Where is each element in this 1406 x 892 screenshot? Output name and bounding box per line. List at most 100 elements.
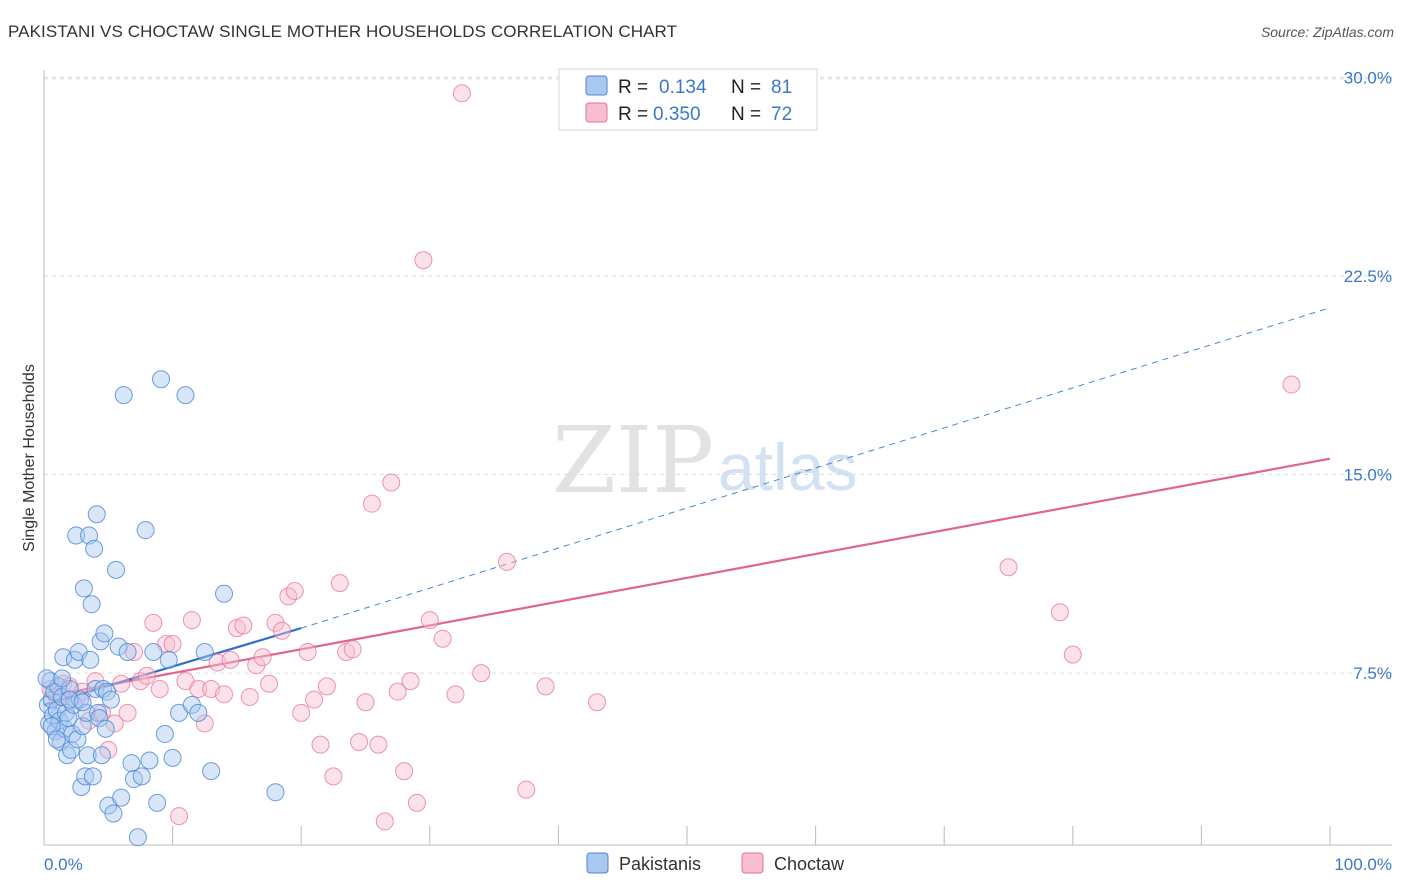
legend-n-label-pakistanis: N = (731, 77, 761, 98)
pakistanis-point-29 (76, 767, 95, 786)
y-tick-label-0: 7.5% (1353, 664, 1392, 683)
correlation-legend: R = 0.134 N = 81 R = 0.350 N = 72 (558, 68, 818, 131)
pakistanis-point-77 (53, 669, 72, 688)
choctaw-point-34 (260, 674, 279, 693)
choctaw-point-71 (1282, 375, 1301, 394)
pakistanis-point-79 (73, 693, 92, 712)
pakistanis-point-48 (101, 690, 120, 709)
choctaw-point-66 (536, 677, 555, 696)
pakistanis-point-45 (96, 719, 115, 738)
y-tick-label-2: 22.5% (1344, 267, 1392, 286)
pakistanis-point-52 (112, 788, 131, 807)
gridlines (44, 76, 1392, 674)
choctaw-point-49 (356, 693, 375, 712)
choctaw-point-70 (1063, 645, 1082, 664)
bottom-legend-label-pakistanis: Pakistanis (619, 854, 701, 874)
choctaw-point-68 (999, 558, 1018, 577)
choctaw-point-23 (189, 680, 208, 699)
choctaw-point-55 (395, 762, 414, 781)
choctaw-point-53 (382, 473, 401, 492)
choctaw-point-27 (215, 685, 234, 704)
pakistanis-point-71 (195, 642, 214, 661)
pakistanis-point-67 (170, 703, 189, 722)
legend-swatch-choctaw (585, 102, 608, 123)
pakistanis-point-34 (82, 595, 101, 614)
pakistanis-point-80 (266, 783, 285, 802)
pakistanis-point-55 (122, 754, 141, 773)
choctaw-point-58 (414, 251, 433, 270)
pakistanis-point-37 (86, 680, 105, 699)
pakistanis-point-32 (80, 526, 99, 545)
choctaw-point-20 (170, 807, 189, 826)
pakistanis-point-70 (189, 703, 208, 722)
pakistanis-point-44 (95, 624, 114, 643)
choctaw-point-31 (240, 687, 259, 706)
x-tick-label-min: 0.0% (44, 855, 83, 874)
choctaw-point-11 (112, 674, 131, 693)
choctaw-point-12 (118, 703, 137, 722)
choctaw-point-41 (305, 690, 324, 709)
y-axis-label: Single Mother Households (21, 364, 38, 552)
choctaw-point-36 (272, 621, 291, 640)
pakistanis-point-33 (81, 650, 100, 669)
legend-swatch-pakistanis (585, 75, 608, 96)
legend-r-value-pakistanis: 0.134 (659, 77, 707, 98)
choctaw-point-43 (317, 677, 336, 696)
pakistanis-point-74 (37, 669, 56, 688)
pakistanis-point-62 (148, 793, 167, 812)
y-tick-label-3: 30.0% (1344, 68, 1392, 87)
choctaw-point-40 (298, 642, 317, 661)
choctaw-point-50 (362, 494, 381, 513)
pakistanis-point-57 (128, 828, 147, 847)
pakistanis-point-23 (68, 730, 87, 749)
pakistanis-point-54 (118, 642, 137, 661)
legend-r-label-pakistanis: R = (618, 77, 648, 98)
choctaw-point-45 (330, 574, 349, 593)
choctaw-point-18 (157, 635, 176, 654)
pakistanis-point-64 (155, 725, 174, 744)
watermark-atlas: atlas (718, 430, 857, 504)
pakistanis-point-68 (176, 386, 195, 405)
legend-n-value-pakistanis: 81 (771, 77, 792, 98)
legend-r-label-choctaw: R = (618, 104, 648, 125)
choctaw-point-65 (517, 780, 536, 799)
choctaw-point-17 (150, 680, 169, 699)
x-tick-label-max: 100.0% (1334, 855, 1392, 874)
pakistanis-point-22 (67, 526, 86, 545)
watermark-zip: ZIP (552, 407, 714, 514)
pakistanis-point-36 (85, 539, 104, 558)
pakistanis-point-63 (152, 370, 171, 389)
choctaw-point-67 (587, 693, 606, 712)
pakistanis-point-75 (42, 717, 61, 736)
pakistanis-point-26 (72, 777, 91, 796)
pakistanis-point-49 (104, 804, 123, 823)
source-credit: Source: ZipAtlas.com (1260, 24, 1394, 40)
choctaw-point-69 (1050, 603, 1069, 622)
x-axis-ticks (172, 826, 1331, 845)
choctaw-point-60 (433, 629, 452, 648)
choctaw-point-38 (285, 582, 304, 601)
pakistanis-point-40 (90, 709, 109, 728)
pakistanis-point-51 (109, 637, 128, 656)
choctaw-point-52 (375, 812, 394, 831)
choctaw-point-39 (292, 703, 311, 722)
choctaw-point-28 (221, 650, 240, 669)
pakistanis-point-60 (140, 751, 159, 770)
choctaw-point-44 (324, 767, 343, 786)
choctaw-point-62 (452, 84, 471, 103)
pakistanis-point-73 (215, 584, 234, 603)
choctaw-point-24 (195, 714, 214, 733)
pakistanis-point-65 (159, 650, 178, 669)
choctaw-point-30 (234, 616, 253, 635)
pakistanis-trend-extension (301, 307, 1331, 629)
choctaw-point-64 (497, 552, 516, 571)
choctaw-point-33 (253, 648, 272, 667)
pakistanis-point-59 (136, 521, 155, 540)
pakistanis-point-58 (132, 767, 151, 786)
pakistanis-point-76 (47, 730, 66, 749)
choctaw-point-47 (343, 640, 362, 659)
pakistanis-point-66 (163, 748, 182, 767)
pakistanis-points (37, 370, 285, 847)
bottom-legend-label-choctaw: Choctaw (774, 854, 845, 874)
